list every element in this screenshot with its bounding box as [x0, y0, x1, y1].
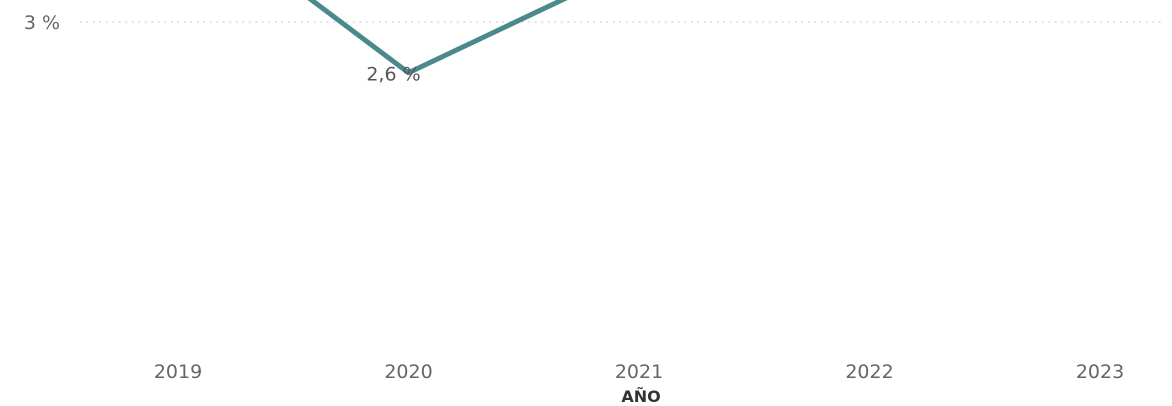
x-tick-label: 2021 — [615, 361, 663, 383]
x-tick-label: 2020 — [384, 361, 432, 383]
data-labels: 3,9 %2,6 %3,4 %4,8 %4,7 % — [366, 64, 420, 86]
series-layer — [307, 0, 568, 76]
x-axis-label: AÑO — [621, 387, 660, 406]
series-line — [307, 0, 568, 76]
y-axis-ticks: 3 %4 %5 % — [24, 12, 60, 34]
x-tick-label: 2023 — [1076, 361, 1124, 383]
data-label: 2,6 % — [366, 64, 420, 86]
x-tick-label: 2019 — [154, 361, 202, 383]
x-axis-ticks: 2019 2020 2021 2022 2023 — [154, 361, 1124, 383]
x-tick-label: 2022 — [845, 361, 893, 383]
y-tick-label: 3 % — [24, 12, 60, 34]
gridlines — [80, 21, 1165, 23]
